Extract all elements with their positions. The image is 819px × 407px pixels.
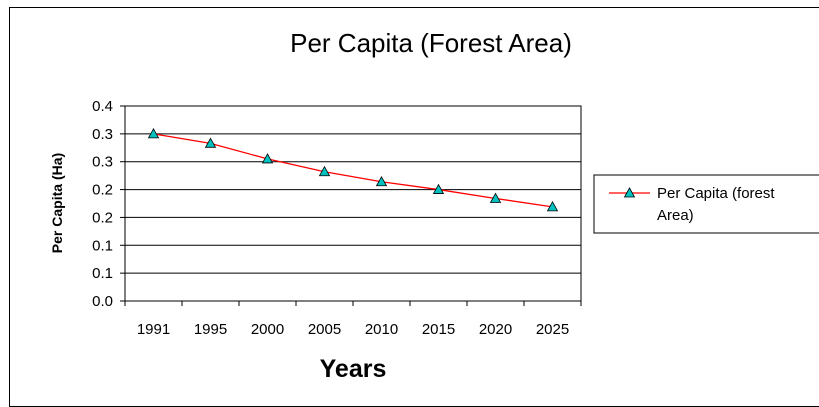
x-axis-ticks: 1991 1995 2000 2005 2010 2015 2020 2025 (124, 301, 582, 338)
data-point (204, 137, 217, 148)
data-point (147, 128, 160, 139)
y-axis-label: Per Capita (Ha) (49, 153, 65, 253)
x-tick-label: 2020 (479, 321, 512, 338)
series-line (153, 133, 553, 208)
y-tick-label: 0.1 (92, 265, 113, 282)
data-point (375, 175, 388, 187)
y-tick-label: 0.3 (92, 154, 113, 171)
x-tick-label: 2010 (365, 321, 398, 338)
legend-entry-label: Per Capita (forest Area) (657, 185, 779, 224)
data-point (432, 183, 445, 194)
y-tick-label: 0.0 (92, 293, 113, 310)
x-tick-label: 2015 (422, 321, 455, 338)
y-tick-label: 0.4 (92, 98, 113, 115)
legend-marker-swatch (623, 187, 636, 198)
chart-frame: Per Capita (Forest Area) 0.0 0.1 0.1 0.2 0.2… (9, 7, 819, 407)
plot-area (124, 105, 582, 302)
line-chart: Per Capita (Forest Area) 0.0 0.1 0.1 0.2 0.2… (49, 28, 819, 383)
x-tick-label: 2005 (308, 321, 341, 338)
y-tick-label: 0.3 (92, 126, 113, 143)
x-tick-label: 2000 (251, 321, 284, 338)
x-tick-label: 2025 (536, 321, 569, 338)
data-point (261, 153, 274, 164)
y-tick-label: 0.2 (92, 209, 113, 226)
legend-box (593, 174, 819, 234)
data-point (318, 165, 331, 177)
y-axis-ticks: 0.0 0.1 0.1 0.2 0.2 0.3 0.3 0.4 (92, 98, 125, 310)
chart-title: Per Capita (Forest Area) (290, 28, 572, 58)
data-point (546, 201, 559, 212)
data-point (489, 192, 502, 203)
x-tick-label: 1995 (194, 321, 227, 338)
series-lines (153, 133, 553, 208)
x-tick-label: 1991 (137, 321, 170, 338)
x-axis-label: Years (320, 355, 387, 383)
y-tick-label: 0.1 (92, 237, 113, 254)
y-tick-label: 0.2 (92, 182, 113, 199)
legend: Per Capita (forest Area) (593, 174, 819, 234)
gridlines (125, 133, 581, 274)
data-markers (147, 128, 559, 212)
